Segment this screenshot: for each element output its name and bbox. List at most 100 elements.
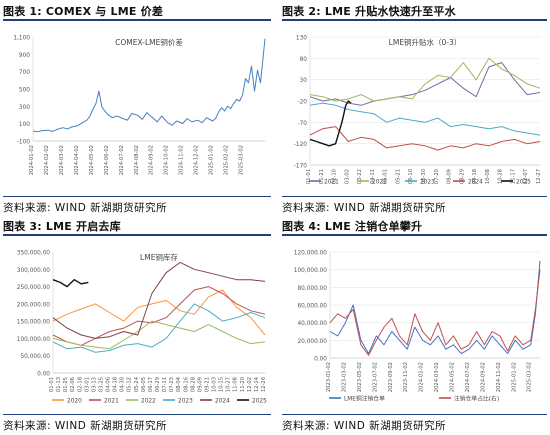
x-tick-label: 06-05	[141, 377, 147, 392]
panel-2-heading: 图表 2: LME 升贴水快速升至平水	[282, 5, 456, 18]
series-line-4	[309, 126, 541, 151]
x-tick-label: 2024-02-02	[44, 145, 50, 175]
chart-title: LME铜库存	[140, 252, 178, 262]
series-line-4	[52, 303, 266, 353]
panel-3: 图表 3: LME 开启去库 LME铜库存 350,000.00 300,000.0…	[3, 218, 275, 432]
x-tick-label: 12-02	[247, 377, 253, 392]
y-tick-label: 1,100	[13, 36, 30, 42]
x-tick-label: 07-23	[169, 377, 175, 392]
y-tick-label: 700	[19, 70, 30, 76]
x-tick-label: 03-13	[91, 377, 97, 392]
x-tick-label: 06-29	[155, 377, 161, 392]
x-tick-label: 2023-05-02	[357, 362, 363, 392]
x-tick-label: 05-01	[383, 169, 389, 184]
x-tick-label: 2024-09-02	[480, 362, 486, 392]
x-tick-label: 06-17	[148, 377, 154, 392]
x-tick-label: 09-21	[204, 377, 210, 392]
x-tick-label: 03-22	[357, 169, 363, 184]
legend-label-6: 2025	[252, 399, 267, 405]
x-tick-label: 2024-01-02	[419, 362, 425, 392]
panel-3-svg: LME铜库存 350,000.00 300,000.00 250,000.00 200,…	[17, 251, 267, 405]
y-tick-label: 100,000.00	[294, 268, 328, 274]
x-tick-label: 08-09	[447, 169, 453, 184]
legend-label-2: 注销仓单占比(右)	[454, 395, 499, 403]
y-tick-label: 0.00	[37, 372, 50, 378]
x-tick-label: 2025-01-02	[209, 145, 215, 175]
y-tick-label: -20	[298, 100, 308, 106]
panel-2-rule-top	[282, 19, 547, 21]
x-tick-label: 03-02	[344, 169, 350, 184]
x-tick-label: 04-30	[120, 377, 126, 392]
x-tick-label: 10-15	[219, 377, 225, 392]
x-tick-label: 11-17	[510, 169, 516, 184]
y-tick-label: -100	[17, 140, 30, 146]
panel-1-rule-bottom	[3, 196, 271, 197]
panel-1-source: 资料来源: WIND 新湖期货研究所	[3, 202, 168, 214]
x-tick-label: 2025-03-02	[239, 145, 245, 175]
x-tick-label: 01-01	[306, 169, 312, 184]
series-line-2	[309, 57, 541, 102]
y-tick-label: 30	[300, 78, 308, 84]
x-tick-label: 2024-08-02	[134, 145, 140, 175]
series-line-1	[309, 62, 541, 106]
x-tick-label: 2024-07-02	[465, 362, 471, 392]
legend-label-1: LME铜注销仓单	[344, 395, 385, 403]
legend-label-4: 2023	[178, 399, 193, 405]
legend-label-5: 2025	[516, 180, 531, 186]
panel-2: 图表 2: LME 升贴水快速升至平水 LME铜升贴水（0-3） 130 80 30 -…	[282, 3, 550, 215]
series-line-2	[52, 286, 266, 346]
x-tick-label: 08-28	[190, 377, 196, 392]
chart-title: LME铜升贴水（0-3）	[389, 37, 462, 47]
x-tick-label: 12-07	[523, 169, 529, 184]
panel-3-chart: LME铜库存 350,000.00 300,000.00 250,000.00 200,…	[3, 238, 275, 410]
panel-2-chart: LME铜升贴水（0-3） 130 80 30 -20 -70 -120 -170 01-01 01…	[282, 23, 550, 191]
x-tick-label: 2023-07-02	[372, 362, 378, 392]
panel-3-rule-bottom	[3, 414, 271, 415]
x-tick-label: 10-08	[485, 169, 491, 184]
x-tick-label: 02-06	[70, 377, 76, 392]
legend-label-1: 2020	[67, 399, 82, 405]
x-tick-label: 2024-04-02	[74, 145, 80, 175]
x-tick-label: 2025-02-02	[224, 145, 230, 175]
y-tick-label: 100,000.00	[17, 337, 51, 343]
x-tick-label: 09-18	[472, 169, 478, 184]
series-line-6	[52, 279, 89, 288]
panel-2-rule-bottom	[282, 196, 547, 197]
panel-3-heading: 图表 3: LME 开启去库	[3, 220, 121, 233]
panel-1-chart: COMEX-LME铜价差 1,100 900 700 500 300 100 -100 2024…	[3, 23, 275, 191]
panel-1-heading: 图表 1: COMEX 与 LME 价差	[3, 5, 164, 18]
x-tick-label: 01-01	[49, 377, 55, 392]
x-tick-label: 2024-03-02	[59, 145, 65, 175]
panel-1-rule-top	[3, 19, 271, 21]
legend-label-3: 2023	[420, 180, 435, 186]
x-tick-label: 12-27	[536, 169, 542, 184]
x-tick-label: 2024-07-02	[119, 145, 125, 175]
y-tick-label: 0.00	[314, 357, 327, 363]
x-tick-label: 2025-03-02	[527, 362, 533, 392]
x-tick-label: 01-25	[63, 377, 69, 392]
y-tick-label: 500	[19, 88, 30, 94]
y-tick-label: -120	[294, 142, 307, 148]
x-tick-label: 10-28	[498, 169, 504, 184]
x-tick-label: 09-09	[197, 377, 203, 392]
y-tick-label: -70	[298, 121, 308, 127]
series-line-5	[52, 261, 266, 339]
panel-3-source: 资料来源: WIND 新湖期货研究所	[3, 420, 168, 432]
x-tick-label: 05-24	[134, 376, 140, 392]
y-tick-label: 300,000.00	[17, 268, 51, 274]
x-tick-label: 03-01	[84, 377, 90, 392]
legend-label-2: 2021	[104, 399, 119, 405]
y-tick-label: 350,000.00	[17, 251, 51, 257]
x-tick-label: 2024-12-02	[194, 145, 200, 175]
x-tick-label: 11-20	[240, 377, 246, 392]
x-tick-label: 06-30	[421, 169, 427, 184]
y-tick-label: 250,000.00	[17, 285, 51, 291]
x-tick-label: 2023-09-02	[388, 362, 394, 392]
x-tick-label: 2024-06-02	[104, 145, 110, 175]
panel-4-chart: 120,000.00 100,000.00 80,000.00 60,000.00 40…	[282, 238, 550, 410]
y-tick-label: 100	[19, 122, 30, 128]
x-tick-label: 11-08	[233, 377, 239, 392]
y-tick-label: 20,000.00	[297, 339, 327, 345]
x-tick-label: 2024-05-02	[450, 362, 456, 392]
panel-2-source: 资料来源: WIND 新湖期货研究所	[282, 202, 447, 214]
